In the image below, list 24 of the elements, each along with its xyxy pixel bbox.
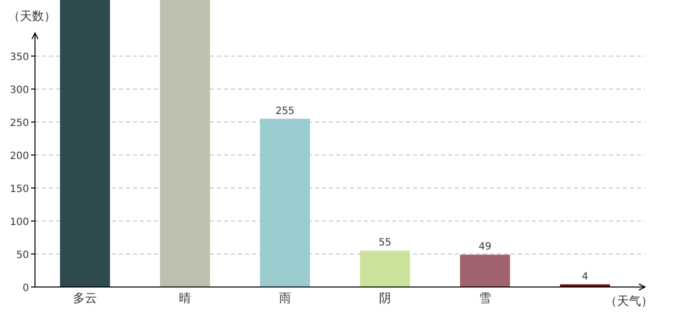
data-label: 55: [378, 238, 392, 249]
y-tick-label: 0: [22, 283, 29, 294]
y-tick-label: 300: [10, 85, 29, 96]
x-tick-label: 雪: [479, 291, 491, 305]
x-tick-label: 多云: [73, 291, 97, 305]
bar: [60, 0, 110, 287]
bar: [460, 254, 510, 287]
data-label: 49: [478, 242, 492, 253]
bar: [160, 0, 210, 287]
y-axis-title: （天数）: [8, 9, 56, 23]
x-tick-label: 晴: [179, 291, 191, 305]
bar: [260, 118, 310, 287]
y-tick-label: 350: [10, 52, 29, 64]
y-tick-label: 150: [10, 184, 29, 196]
data-label: 255: [275, 106, 295, 117]
x-tick-label: 阴: [379, 291, 391, 305]
y-tick-label: 50: [16, 250, 29, 262]
x-tick-label: 雨: [279, 291, 291, 305]
y-tick-label: 100: [10, 217, 29, 228]
bar: [360, 250, 410, 287]
y-tick-label: 250: [10, 118, 29, 130]
data-label: 4: [582, 271, 588, 282]
x-axis-title: （天气）: [605, 294, 653, 308]
y-tick-label: 200: [10, 151, 29, 162]
